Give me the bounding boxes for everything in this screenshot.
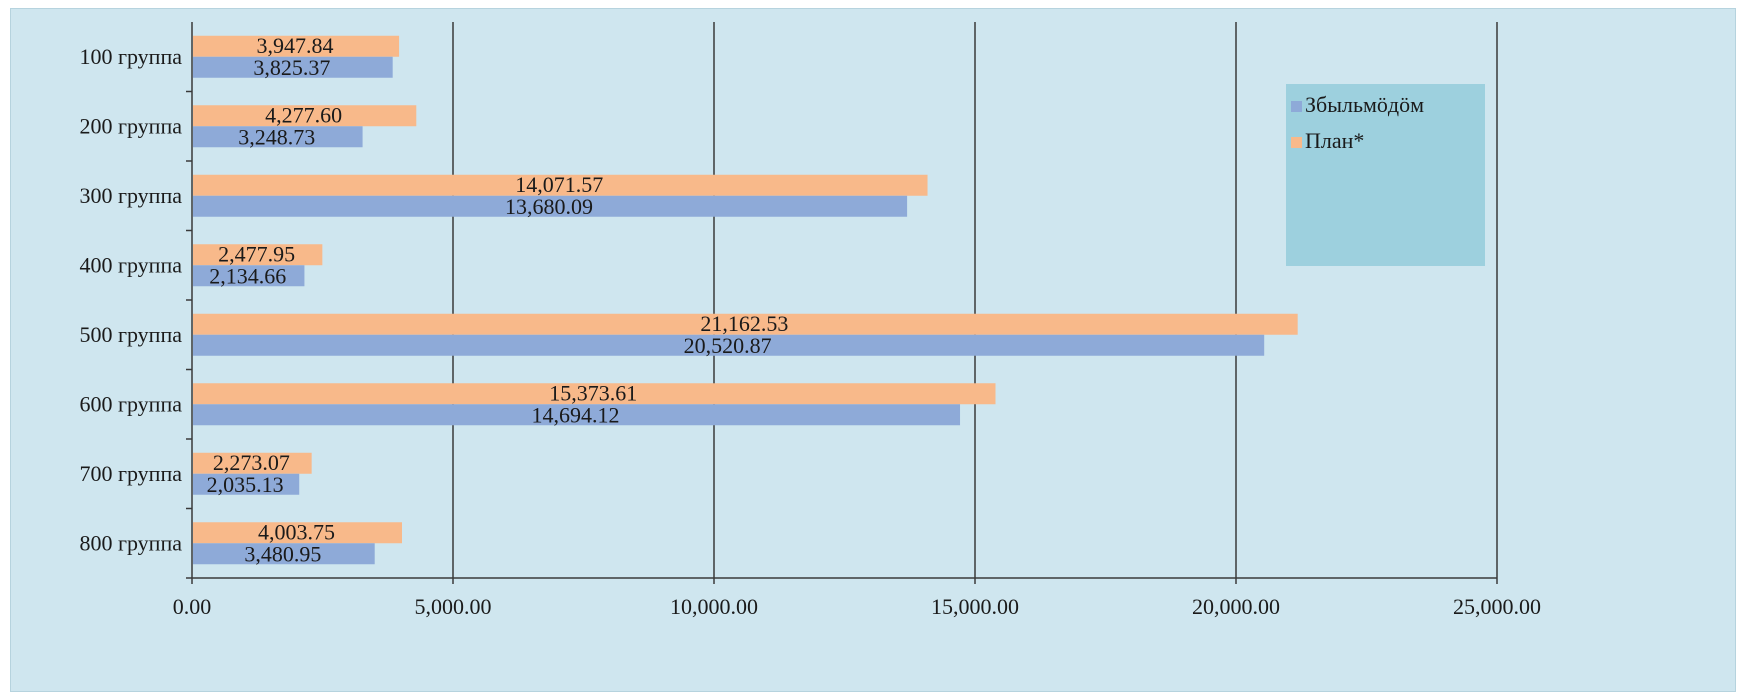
actual-data-label: 3,248.73 (238, 124, 315, 149)
actual-bar (193, 334, 1265, 356)
plan-data-label: 2,477.95 (218, 241, 295, 266)
plan-bar (193, 522, 402, 544)
actual-bar (193, 195, 908, 217)
actual-data-label: 2,035.13 (207, 472, 284, 497)
plan-data-label: 4,277.60 (265, 102, 342, 127)
category-label: 500 группа (79, 322, 182, 347)
plan-bar (193, 452, 312, 474)
category-label: 300 группа (79, 183, 182, 208)
legend-box (1286, 84, 1485, 266)
x-tick-label: 25,000.00 (1453, 594, 1541, 619)
actual-bar (193, 56, 393, 78)
legend-label: План* (1305, 128, 1364, 153)
plan-data-label: 3,947.84 (257, 33, 334, 58)
plan-data-label: 15,373.61 (549, 380, 637, 405)
x-tick-label: 10,000.00 (670, 594, 758, 619)
category-label: 400 группа (79, 252, 182, 277)
x-tick-label: 0.00 (173, 594, 212, 619)
plan-data-label: 2,273.07 (213, 450, 290, 475)
actual-bar (193, 543, 375, 565)
plan-bar (193, 313, 1298, 335)
actual-data-label: 2,134.66 (209, 263, 286, 288)
category-label: 100 группа (79, 44, 182, 69)
plan-data-label: 14,071.57 (515, 172, 603, 197)
category-label: 600 группа (79, 391, 182, 416)
actual-bar (193, 473, 300, 495)
x-tick-label: 5,000.00 (415, 594, 492, 619)
plan-bar (193, 383, 996, 405)
plan-data-label: 4,003.75 (258, 519, 335, 544)
legend-swatch (1291, 101, 1302, 112)
bar-chart: 0.00 5,000.00 10,000.00 15,000.00 20,000.00 2… (79, 22, 1541, 619)
plan-bar (193, 105, 417, 127)
actual-bar (193, 265, 305, 287)
x-tick-label: 15,000.00 (931, 594, 1019, 619)
actual-bar (193, 404, 961, 426)
chart-area: 0.00 5,000.00 10,000.00 15,000.00 20,000.00 2… (10, 8, 1736, 692)
plan-bar (193, 174, 928, 196)
category-label: 800 группа (79, 530, 182, 555)
plan-data-label: 21,162.53 (700, 311, 788, 336)
actual-data-label: 13,680.09 (505, 194, 593, 219)
plan-bar (193, 244, 323, 266)
category-label: 700 группа (79, 461, 182, 486)
legend-swatch (1291, 137, 1302, 148)
x-tick-label: 20,000.00 (1192, 594, 1280, 619)
actual-data-label: 14,694.12 (532, 402, 620, 427)
actual-data-label: 3,480.95 (244, 541, 321, 566)
actual-data-label: 3,825.37 (253, 55, 330, 80)
actual-bar (193, 126, 363, 148)
legend-label: Збыльмӧдӧм (1305, 92, 1424, 117)
plan-bar (193, 35, 400, 57)
actual-data-label: 20,520.87 (684, 333, 772, 358)
category-label: 200 группа (79, 113, 182, 138)
